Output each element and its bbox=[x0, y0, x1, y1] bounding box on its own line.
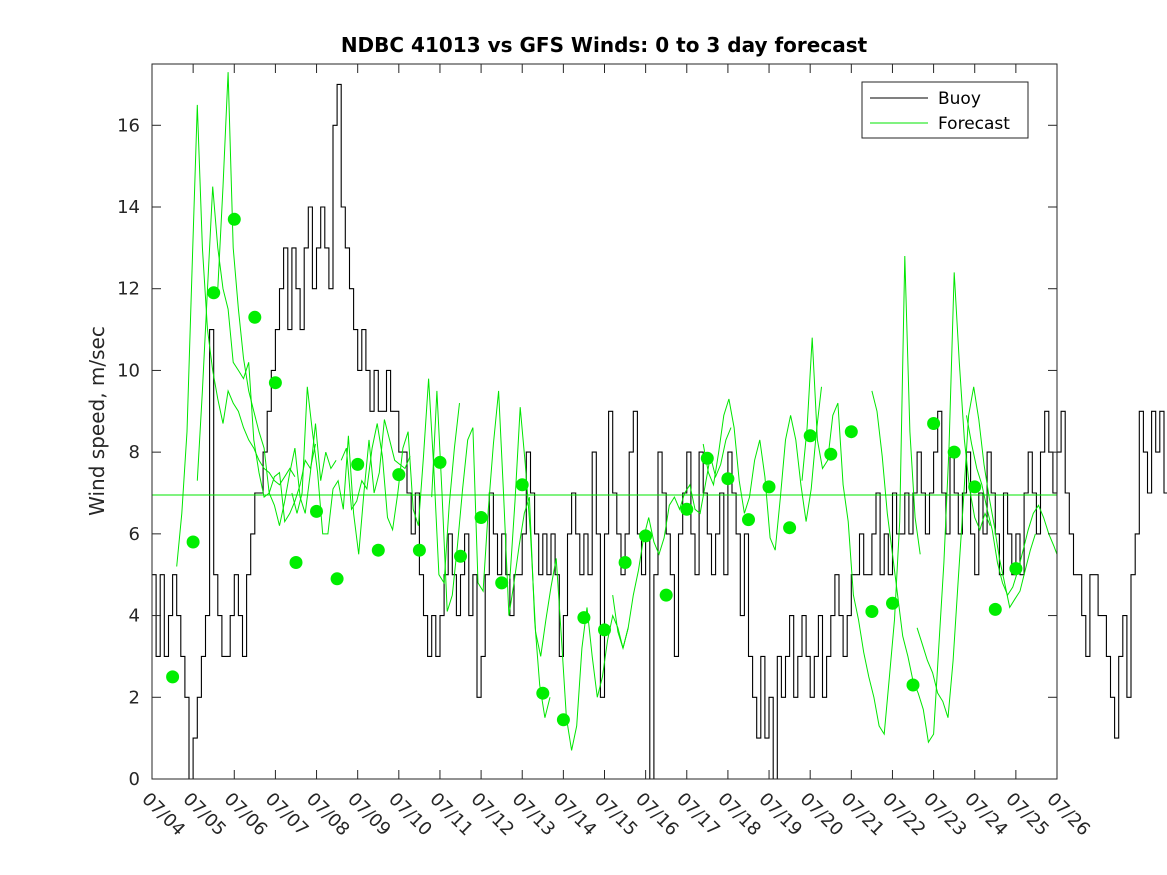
x-tick-label: 07/20 bbox=[796, 789, 848, 841]
y-tick-label: 0 bbox=[129, 769, 140, 790]
x-tick-label: 07/15 bbox=[590, 789, 642, 841]
plot-area: 024681012141607/0407/0507/0607/0707/0807… bbox=[117, 63, 1167, 841]
x-tick-label: 07/18 bbox=[713, 789, 765, 841]
forecast-marker-18 bbox=[515, 478, 529, 492]
forecast-run-line-9 bbox=[702, 386, 822, 551]
x-tick-label: 07/05 bbox=[179, 789, 231, 841]
x-tick-label: 07/08 bbox=[302, 789, 354, 841]
forecast-run-line-2 bbox=[196, 186, 316, 524]
forecast-marker-4 bbox=[227, 212, 241, 226]
forecast-marker-41 bbox=[988, 602, 1002, 616]
forecast-run-line-3 bbox=[217, 72, 337, 526]
forecast-marker-7 bbox=[289, 556, 303, 569]
forecast-marker-34 bbox=[844, 425, 858, 439]
x-tick-label: 07/23 bbox=[919, 789, 971, 841]
forecast-run-line-12 bbox=[916, 386, 1036, 718]
forecast-marker-26 bbox=[680, 502, 694, 516]
y-tick-label: 16 bbox=[117, 115, 140, 136]
legend-label-forecast: Forecast bbox=[938, 114, 1010, 134]
forecast-marker-39 bbox=[947, 445, 961, 459]
forecast-run-line-11 bbox=[871, 272, 991, 744]
forecast-marker-1 bbox=[166, 670, 180, 684]
x-tick-label: 07/24 bbox=[960, 789, 1012, 841]
x-tick-label: 07/19 bbox=[754, 789, 806, 841]
forecast-marker-5 bbox=[248, 310, 262, 324]
chart-title: NDBC 41013 vs GFS Winds: 0 to 3 day fore… bbox=[341, 33, 868, 57]
x-tick-label: 07/07 bbox=[261, 789, 313, 841]
forecast-marker-16 bbox=[474, 511, 488, 524]
buoy-series-line bbox=[152, 83, 1167, 780]
forecast-marker-3 bbox=[207, 286, 221, 300]
forecast-marker-11 bbox=[371, 543, 385, 557]
forecast-marker-40 bbox=[968, 480, 982, 494]
x-tick-label: 07/21 bbox=[837, 789, 889, 841]
forecast-marker-32 bbox=[803, 429, 817, 443]
legend-label-buoy: Buoy bbox=[938, 89, 981, 109]
forecast-marker-30 bbox=[762, 480, 776, 494]
forecast-marker-17 bbox=[495, 576, 509, 590]
forecast-marker-10 bbox=[351, 457, 365, 471]
forecast-run-line-7 bbox=[509, 407, 629, 751]
forecast-marker-24 bbox=[639, 529, 653, 543]
x-tick-label: 07/14 bbox=[549, 789, 601, 841]
forecast-marker-12 bbox=[392, 468, 406, 482]
forecast-marker-15 bbox=[454, 549, 467, 563]
forecast-marker-28 bbox=[721, 472, 735, 486]
y-tick-label: 12 bbox=[117, 279, 140, 300]
forecast-marker-8 bbox=[310, 504, 323, 518]
forecast-marker-22 bbox=[598, 623, 611, 637]
forecast-marker-20 bbox=[556, 713, 570, 727]
forecast-marker-38 bbox=[927, 417, 941, 430]
forecast-marker-2 bbox=[186, 535, 200, 549]
x-tick-label: 07/04 bbox=[137, 789, 189, 841]
x-tick-label: 07/06 bbox=[220, 789, 272, 841]
forecast-marker-37 bbox=[906, 678, 920, 692]
forecast-marker-35 bbox=[865, 605, 879, 618]
forecast-marker-42 bbox=[1009, 562, 1023, 576]
x-tick-label: 07/25 bbox=[1001, 789, 1053, 841]
forecast-marker-6 bbox=[268, 376, 282, 390]
forecast-marker-13 bbox=[412, 543, 426, 557]
forecast-marker-14 bbox=[433, 455, 447, 469]
y-axis-label: Wind speed, m/sec bbox=[85, 326, 109, 516]
forecast-marker-23 bbox=[618, 556, 632, 569]
x-tick-label: 07/16 bbox=[631, 789, 683, 841]
forecast-marker-33 bbox=[824, 447, 838, 461]
forecast-marker-9 bbox=[330, 572, 344, 586]
y-tick-label: 6 bbox=[129, 524, 140, 545]
x-tick-label: 07/11 bbox=[425, 789, 477, 841]
forecast-marker-31 bbox=[783, 521, 797, 535]
y-tick-label: 10 bbox=[117, 360, 140, 381]
x-tick-label: 07/26 bbox=[1042, 789, 1094, 841]
x-tick-label: 07/17 bbox=[672, 789, 724, 841]
forecast-run-line-4 bbox=[291, 386, 411, 555]
x-tick-label: 07/22 bbox=[878, 789, 930, 841]
legend-box bbox=[861, 81, 1029, 139]
y-tick-label: 2 bbox=[129, 687, 140, 708]
y-tick-label: 14 bbox=[117, 197, 140, 218]
x-tick-label: 07/13 bbox=[508, 789, 560, 841]
legend: Buoy Forecast bbox=[861, 81, 1029, 139]
forecast-marker-36 bbox=[886, 596, 899, 610]
forecast-marker-29 bbox=[742, 513, 755, 527]
forecast-marker-27 bbox=[700, 451, 714, 465]
forecast-run-line-6 bbox=[431, 390, 551, 718]
y-tick-label: 8 bbox=[129, 442, 140, 463]
forecast-marker-21 bbox=[577, 611, 591, 625]
x-tick-label: 07/09 bbox=[343, 789, 395, 841]
forecast-marker-25 bbox=[659, 588, 673, 602]
x-tick-label: 07/12 bbox=[467, 789, 519, 841]
forecast-run-line-10 bbox=[801, 255, 921, 736]
forecast-marker-19 bbox=[536, 686, 550, 700]
x-tick-label: 07/10 bbox=[384, 789, 436, 841]
y-tick-label: 4 bbox=[129, 606, 140, 627]
forecast-run-line-1 bbox=[176, 104, 296, 567]
